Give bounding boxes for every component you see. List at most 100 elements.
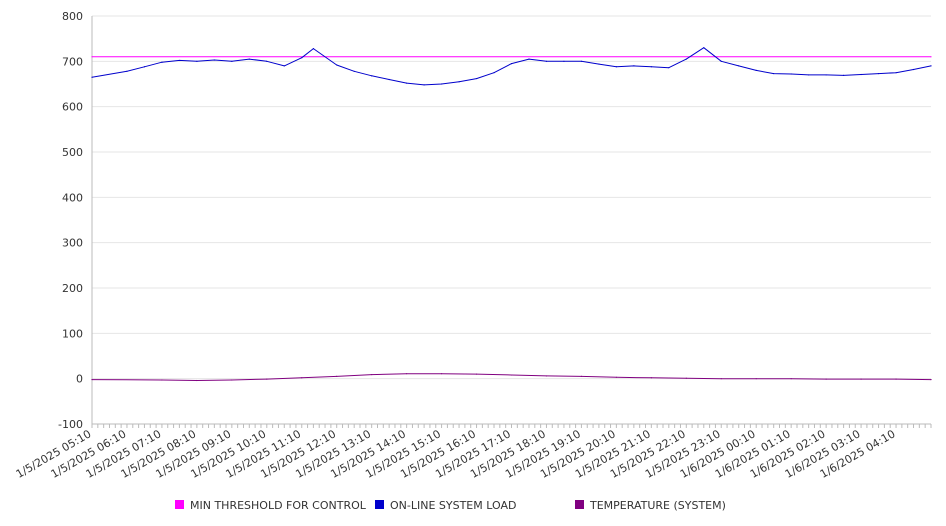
gridlines bbox=[92, 15, 931, 425]
data-point bbox=[196, 379, 198, 382]
y-tick-label: 800 bbox=[62, 10, 83, 23]
data-point bbox=[720, 378, 722, 380]
data-point bbox=[738, 65, 740, 67]
data-point bbox=[161, 379, 163, 381]
data-point bbox=[895, 72, 897, 74]
data-point bbox=[510, 374, 513, 376]
data-point bbox=[825, 378, 827, 380]
data-point bbox=[580, 375, 583, 377]
y-tick-label: 500 bbox=[62, 146, 83, 159]
data-point bbox=[773, 72, 775, 75]
legend-swatch bbox=[175, 500, 184, 509]
data-point bbox=[406, 82, 408, 84]
data-point bbox=[615, 66, 617, 68]
axes bbox=[91, 16, 932, 428]
data-point bbox=[755, 378, 757, 380]
data-point bbox=[406, 373, 408, 375]
data-point bbox=[312, 48, 315, 50]
data-point bbox=[458, 81, 460, 83]
legend: MIN THRESHOLD FOR CONTROL ON-LINE SYSTEM … bbox=[175, 499, 726, 512]
data-point bbox=[860, 378, 862, 380]
data-point bbox=[371, 373, 373, 376]
y-tick-label: 600 bbox=[62, 101, 83, 114]
legend-label: TEMPERATURE (SYSTEM) bbox=[589, 499, 726, 512]
y-tick-label: 200 bbox=[62, 282, 83, 295]
data-point bbox=[650, 66, 652, 68]
data-point bbox=[720, 60, 722, 62]
data-point bbox=[231, 379, 233, 381]
data-point bbox=[580, 60, 583, 62]
y-tick-label: 300 bbox=[62, 237, 83, 250]
data-point bbox=[650, 377, 652, 379]
data-point bbox=[563, 60, 565, 62]
data-point bbox=[790, 378, 792, 380]
data-point bbox=[266, 60, 268, 62]
data-point bbox=[301, 57, 303, 59]
x-axis-ticks: 1/5/2025 05:101/5/2025 06:101/5/2025 07:… bbox=[14, 427, 898, 481]
data-point bbox=[912, 68, 915, 71]
data-point bbox=[336, 64, 338, 66]
data-point bbox=[126, 70, 128, 72]
data-point bbox=[668, 67, 670, 69]
series-line-3 bbox=[91, 373, 932, 381]
data-point bbox=[91, 378, 93, 381]
data-point bbox=[825, 74, 827, 76]
data-point bbox=[336, 375, 338, 377]
data-point bbox=[440, 83, 443, 85]
data-point bbox=[528, 58, 530, 60]
data-point bbox=[283, 65, 285, 67]
data-point bbox=[930, 65, 932, 67]
data-point bbox=[301, 377, 303, 379]
legend-label: MIN THRESHOLD FOR CONTROL bbox=[190, 499, 367, 512]
data-point bbox=[598, 63, 600, 65]
data-point bbox=[178, 59, 180, 62]
data-point bbox=[860, 73, 862, 76]
data-point bbox=[633, 65, 635, 67]
data-point bbox=[790, 73, 792, 75]
legend-swatch bbox=[575, 500, 584, 509]
data-point bbox=[440, 373, 443, 375]
data-point bbox=[755, 69, 757, 71]
data-point bbox=[877, 72, 880, 75]
data-point bbox=[615, 376, 617, 378]
y-tick-label: 700 bbox=[62, 55, 83, 68]
y-tick-label: 400 bbox=[62, 191, 83, 204]
data-point bbox=[685, 58, 687, 60]
data-point bbox=[475, 373, 478, 375]
data-point bbox=[371, 75, 373, 77]
data-point bbox=[388, 78, 390, 81]
data-point bbox=[91, 56, 93, 58]
data-point bbox=[930, 378, 932, 381]
data-point bbox=[895, 378, 897, 380]
y-tick-label: -100 bbox=[58, 418, 83, 431]
series-line-2 bbox=[91, 47, 932, 86]
y-tick-label: 0 bbox=[76, 373, 83, 386]
data-point bbox=[475, 77, 478, 80]
y-tick-label: 100 bbox=[62, 327, 83, 340]
data-point bbox=[161, 61, 163, 63]
data-point bbox=[843, 74, 845, 76]
data-point bbox=[248, 58, 250, 60]
data-point bbox=[808, 74, 810, 76]
data-point bbox=[423, 84, 425, 86]
data-point bbox=[510, 63, 513, 65]
data-point bbox=[266, 378, 268, 380]
data-point bbox=[930, 56, 932, 58]
legend-label: ON-LINE SYSTEM LOAD bbox=[390, 499, 516, 512]
series-lines bbox=[91, 47, 932, 382]
data-point bbox=[231, 60, 233, 62]
data-point bbox=[353, 70, 355, 72]
y-axis-ticks: -100 0 100 200 300 400 500 600 700 800 bbox=[58, 10, 83, 431]
data-point bbox=[493, 72, 495, 74]
data-point bbox=[213, 59, 215, 61]
data-point bbox=[196, 60, 198, 62]
data-point bbox=[703, 47, 705, 49]
legend-swatch bbox=[375, 500, 384, 509]
data-point bbox=[545, 375, 548, 377]
data-point bbox=[143, 66, 146, 68]
data-point bbox=[685, 377, 687, 379]
data-point bbox=[91, 76, 93, 78]
data-point bbox=[545, 60, 548, 62]
